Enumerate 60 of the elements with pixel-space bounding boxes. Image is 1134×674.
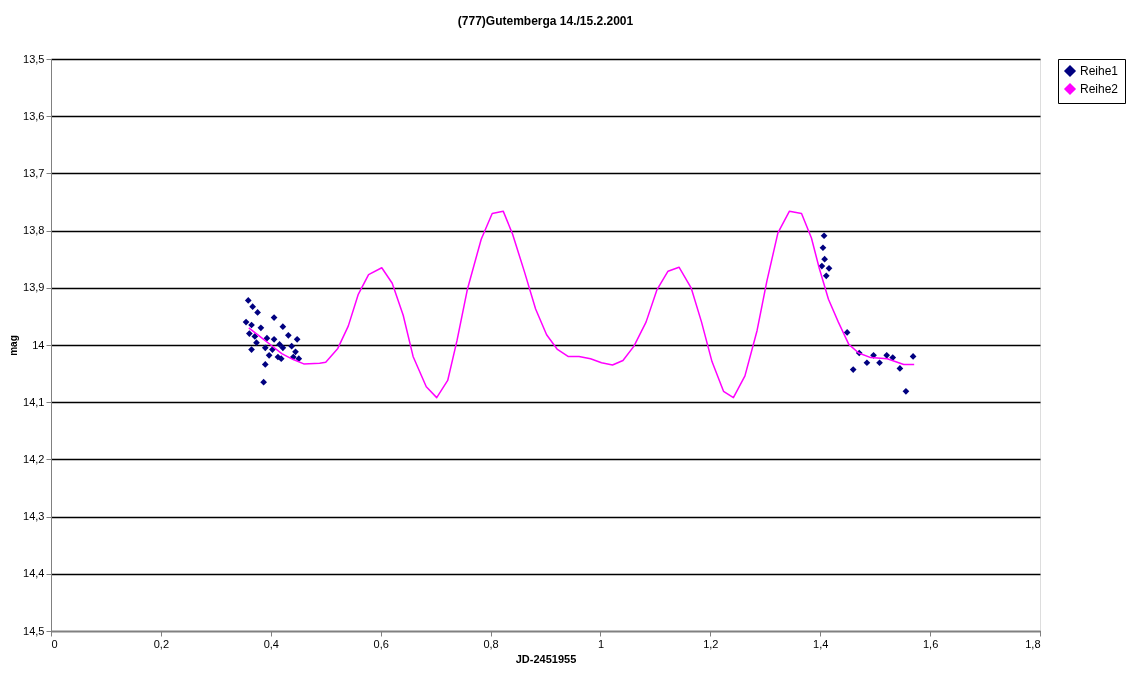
point [821,255,828,263]
point [819,244,827,252]
y-tick-label: 14,5 [23,624,45,637]
point [820,232,828,240]
point [260,378,267,386]
x-tick-label: 1,2 [703,637,719,650]
point [825,265,833,272]
x-tick-label: 1,4 [813,637,829,650]
x-tick-label: 1,8 [1025,637,1041,650]
point [883,351,891,359]
point [279,344,287,352]
point [896,365,904,372]
point [261,344,269,352]
point [251,333,259,340]
point [293,335,301,343]
point [276,341,283,348]
point [843,329,851,336]
point [242,318,250,326]
point [902,387,910,395]
point [254,309,261,316]
x-axis-title: JD-2451955 [515,652,577,665]
y-tick-label: 13,5 [23,52,45,65]
y-tick-label: 13,7 [23,166,45,179]
y-tick-label: 14,2 [23,452,45,465]
y-tick-label: 14,3 [23,510,45,523]
point [263,334,271,342]
chart-title: (777)Gutemberga 14./15.2.2001 [457,14,634,28]
point [244,297,252,304]
point [253,339,260,347]
point [257,324,265,332]
x-tick-label: 0,4 [263,637,279,650]
x-tick-label: 0,6 [373,637,389,650]
point [863,359,871,367]
y-tick-label: 14 [32,338,45,351]
x-tick-label: 1,6 [922,637,939,650]
point [285,331,292,339]
y-tick-label: 13,8 [23,224,45,237]
point [279,323,287,331]
point [849,366,857,373]
x-tick-label: 0,8 [483,637,499,650]
y-axis-title: mag [8,335,20,356]
x-tick-label: 1 [597,637,605,650]
y-tick-label: 14,4 [23,567,45,580]
x-tick-label: 0 [51,637,58,650]
point [288,342,296,350]
y-tick-label: 14,1 [23,395,45,408]
y-tick-label: 13,6 [23,109,45,122]
point [246,330,253,337]
x-tick-label: 0,2 [153,637,170,650]
point [248,346,255,353]
point [876,359,883,367]
legend-label: Reihe1 [1080,64,1119,78]
point [265,351,273,359]
point [249,303,256,311]
point [261,361,269,368]
y-tick-label: 13,9 [23,281,45,294]
point [889,354,897,361]
legend-label: Reihe2 [1080,82,1119,96]
point [270,335,278,343]
point [822,272,830,280]
